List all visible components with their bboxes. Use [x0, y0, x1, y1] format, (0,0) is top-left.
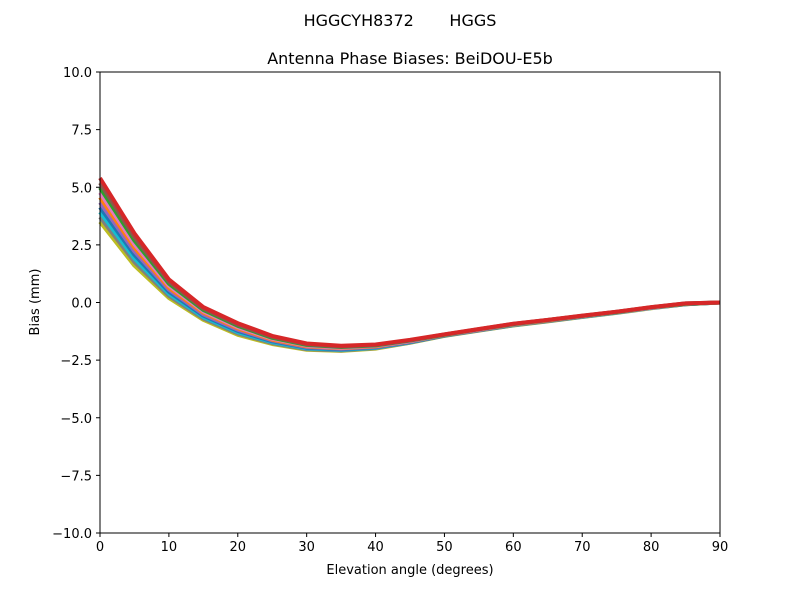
y-tick-label: −7.5 [60, 469, 92, 484]
x-tick-label: 20 [230, 540, 247, 555]
y-tick-label: −10.0 [52, 527, 92, 542]
chart-title: Antenna Phase Biases: BeiDOU-E5b [267, 49, 553, 68]
y-tick-label: −2.5 [60, 354, 92, 369]
x-tick-label: 30 [298, 540, 315, 555]
x-tick-label: 50 [436, 540, 453, 555]
x-tick-label: 70 [574, 540, 591, 555]
y-tick-label: 10.0 [63, 66, 92, 81]
y-axis: −10.0 −7.5 −5.0 −2.5 0.0 2.5 5.0 7.5 10.0 [52, 66, 100, 542]
series-line-2 [98, 210, 721, 352]
series-line-6 [98, 191, 721, 350]
series-line-0 [98, 220, 721, 353]
chart-suptitle: HGGCYH8372 HGGS [304, 11, 497, 30]
y-tick-label: 0.0 [71, 297, 92, 312]
y-tick-label: −5.0 [60, 412, 92, 427]
y-axis-label: Bias (mm) [28, 269, 43, 336]
series-line-9 [98, 176, 721, 348]
series-line-7 [98, 186, 721, 349]
x-axis: 0 10 20 30 40 50 60 70 80 90 [96, 533, 728, 555]
x-tick-label: 90 [712, 540, 729, 555]
x-axis-label: Elevation angle (degrees) [326, 563, 493, 578]
x-tick-label: 10 [161, 540, 178, 555]
y-tick-label: 2.5 [71, 239, 92, 254]
x-tick-label: 80 [643, 540, 660, 555]
series-line-1 [98, 215, 721, 353]
series-group [98, 176, 721, 353]
x-tick-label: 0 [96, 540, 104, 555]
y-tick-label: 5.0 [71, 181, 92, 196]
series-line-4 [98, 201, 721, 351]
x-tick-label: 40 [367, 540, 384, 555]
series-line-5 [98, 196, 721, 351]
series-line-8 [98, 181, 721, 349]
series-line-3 [98, 206, 721, 352]
y-tick-label: 7.5 [71, 124, 92, 139]
x-tick-label: 60 [505, 540, 522, 555]
